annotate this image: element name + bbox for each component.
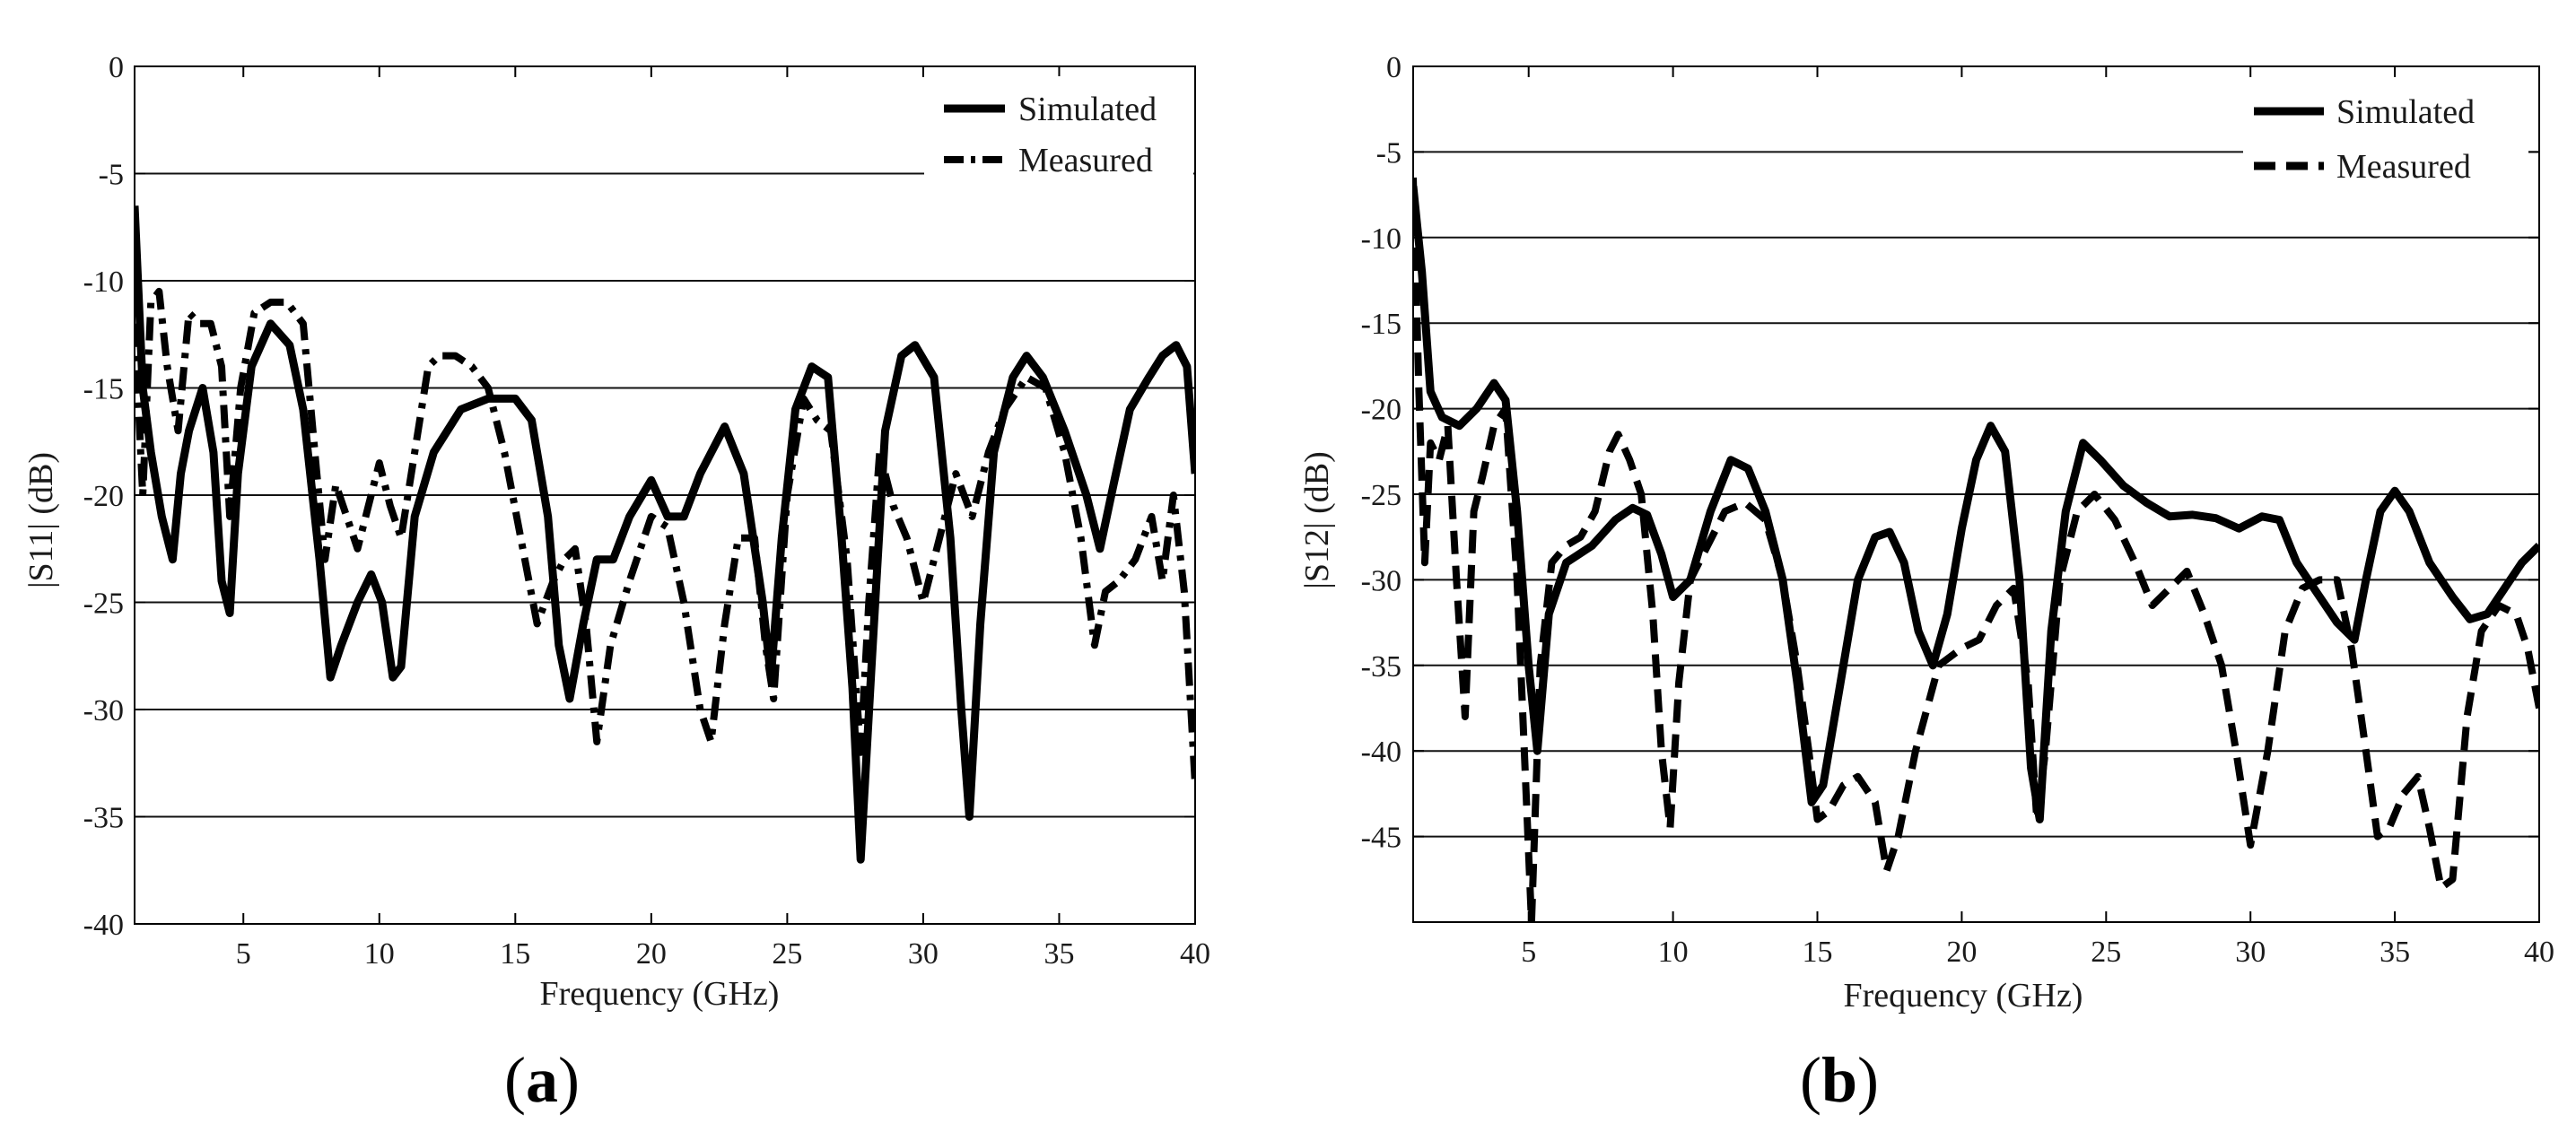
panel-a-x-tick-label: 25 [772,937,802,971]
panel-a-y-tick-label: -5 [99,159,124,192]
panel-a-x-tick-label: 15 [500,937,530,971]
panel-b-label: (b) [1800,1044,1879,1116]
legend-label-simulated: Simulated [1018,91,1157,128]
panel-b-x-tick-label: 10 [1658,936,1689,969]
panel-a-s11-chart: 0-5-10-15-20-25-30-35-405 10 15 20 25 30 35 40 … [22,51,1210,1116]
panel-b-y-tick-label: -10 [1361,222,1402,256]
legend-label-measured: Measured [2336,148,2471,186]
panel-a-y-tick-label: 0 [109,51,124,84]
panel-a-x-tick-label: 20 [636,937,667,971]
panel-b-x-tick-label: 40 [2524,936,2554,969]
panel-a-x-axis-title: Frequency (GHz) [540,975,780,1013]
panel-a-series-simulated [135,205,1195,864]
panel-b-x-tick-label: 35 [2380,936,2410,969]
panel-a-y-tick-label: -35 [83,802,124,835]
panel-b-x-tick-label: 30 [2235,936,2266,969]
panel-a-x-tick-label: 35 [1043,937,1074,971]
panel-b-y-tick-label: 0 [1386,51,1402,84]
panel-a-y-tick-label: -30 [83,694,124,727]
panel-b-gridlines [1413,151,2539,838]
panel-a-legend: Simulated Measured [924,76,1193,179]
panel-b-y-tick-label: -30 [1361,564,1402,597]
legend-label-simulated: Simulated [2336,93,2475,131]
panel-a-y-tick-label: -20 [83,480,124,513]
panel-a-x-tick-label: 30 [908,937,939,971]
legend-box [924,76,1193,179]
panel-b-y-tick-label: -45 [1361,822,1402,855]
panel-b-series-simulated [1413,186,2539,823]
panel-a-y-tick-label: -40 [83,909,124,942]
legend-label-measured: Measured [1018,142,1153,179]
panel-a-x-tick-label: 40 [1180,937,1210,971]
panel-b-x-tick-label: 15 [1803,936,1833,969]
panel-b-ticks: 0 -5 -10 -15 -20 -25 -30 -35 -40 -45 5 10 15 20 25 30 35… [1361,51,2554,969]
panel-b-x-tick-label: 20 [1946,936,1977,969]
panel-b-y-tick-label: -25 [1361,479,1402,512]
legend-box [2243,81,2528,188]
panel-a-series-measured [135,287,1195,785]
panel-a-x-tick-label: 10 [364,937,395,971]
panel-b-y-tick-label: -40 [1361,736,1402,769]
panel-b-x-tick-label: 25 [2091,936,2121,969]
panel-a-series [135,205,1195,864]
panel-a-label: (a) [504,1044,580,1116]
panel-b-y-tick-label: -15 [1361,308,1402,341]
panel-b-y-tick-label: -20 [1361,394,1402,427]
panel-b-y-axis-title: |S12| (dB) [1298,451,1336,589]
panel-b-legend: Simulated Measured [2243,81,2528,188]
panel-b-x-axis-title: Frequency (GHz) [1844,977,2083,1014]
panel-a-gridlines [135,172,1195,818]
panel-b-y-tick-label: -35 [1361,650,1402,684]
panel-b-s12-chart: 0 -5 -10 -15 -20 -25 -30 -35 -40 -45 5 10 15 20 25 30 35… [1298,51,2554,1116]
panel-a-y-tick-label: -10 [83,266,124,299]
panel-b-series-measured [1413,177,2539,922]
panel-a-y-axis-title: |S11| (dB) [22,452,60,588]
panel-b-series [1413,177,2539,922]
panel-a-ticks: 0 -5 -10 -15 -20 -25 -30 -35 -40 5 10 15 20 25 30 35 40 [83,51,1210,971]
panel-b-y-tick-label: -5 [1376,136,1402,170]
panel-b-x-tick-label: 5 [1521,936,1536,969]
panel-a-y-tick-label: -15 [83,373,124,406]
panel-a-y-tick-label: -25 [83,588,124,621]
panel-a-x-tick-label: 5 [236,937,251,971]
